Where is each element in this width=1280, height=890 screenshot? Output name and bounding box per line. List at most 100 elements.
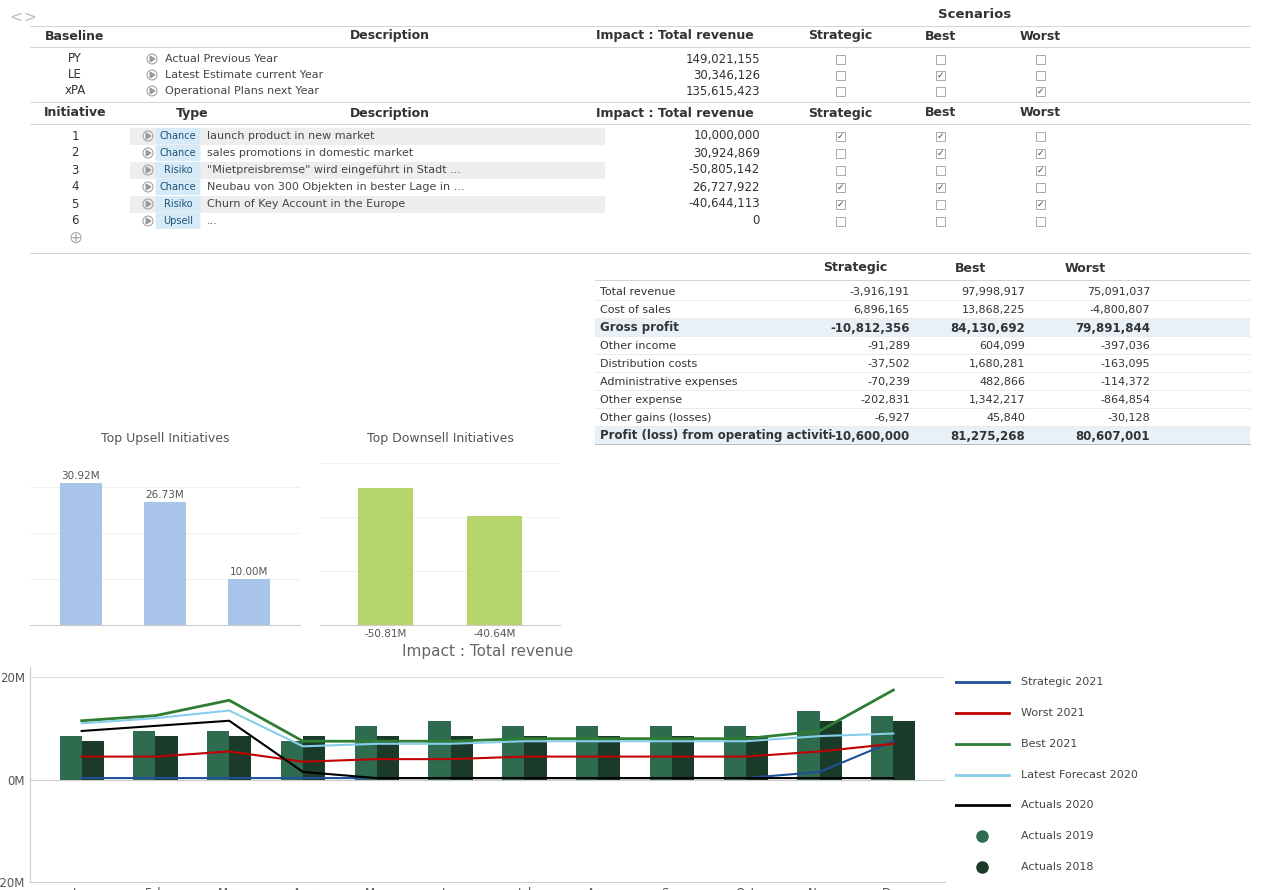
Text: Operational Plans next Year: Operational Plans next Year (165, 86, 319, 96)
Bar (746, 736, 768, 780)
FancyBboxPatch shape (936, 182, 945, 191)
Text: -37,502: -37,502 (868, 359, 910, 369)
Text: Actual Previous Year: Actual Previous Year (165, 54, 278, 64)
Text: -50,805,142: -50,805,142 (689, 164, 760, 176)
Text: "Mietpreisbremse" wird eingeführt in Stadt ...: "Mietpreisbremse" wird eingeführt in Sta… (207, 165, 461, 175)
Text: Actuals 2019: Actuals 2019 (1021, 831, 1093, 841)
Text: -91,289: -91,289 (867, 341, 910, 351)
Bar (376, 736, 399, 780)
FancyBboxPatch shape (131, 196, 605, 213)
Text: Latest Estimate current Year: Latest Estimate current Year (165, 70, 324, 80)
Title: Impact : Total revenue: Impact : Total revenue (402, 643, 573, 659)
Text: 10.00M: 10.00M (230, 567, 269, 577)
Text: 79,891,844: 79,891,844 (1075, 321, 1149, 335)
Bar (502, 726, 525, 780)
Text: Type: Type (175, 107, 209, 119)
FancyBboxPatch shape (836, 149, 845, 158)
Bar (229, 736, 251, 780)
Polygon shape (150, 72, 155, 77)
Text: Gross profit: Gross profit (600, 321, 678, 335)
Text: -6,927: -6,927 (874, 413, 910, 423)
Bar (133, 731, 155, 780)
Bar (280, 741, 303, 780)
Text: ✓: ✓ (836, 182, 844, 191)
Text: Worst: Worst (1065, 262, 1106, 274)
Bar (672, 736, 694, 780)
Text: ✓: ✓ (936, 132, 943, 141)
Text: Strategic 2021: Strategic 2021 (1021, 677, 1103, 687)
Text: Actuals 2020: Actuals 2020 (1021, 800, 1093, 810)
Text: -3,916,191: -3,916,191 (850, 287, 910, 297)
FancyBboxPatch shape (836, 132, 845, 141)
Bar (59, 736, 82, 780)
FancyBboxPatch shape (595, 427, 1251, 444)
FancyBboxPatch shape (936, 216, 945, 225)
Text: -114,372: -114,372 (1100, 377, 1149, 387)
Text: Other gains (losses): Other gains (losses) (600, 413, 712, 423)
FancyBboxPatch shape (836, 70, 845, 79)
Text: PY: PY (68, 53, 82, 66)
Text: Churn of Key Account in the Europe: Churn of Key Account in the Europe (207, 199, 406, 209)
Text: Initiative: Initiative (44, 107, 106, 119)
Text: ✓: ✓ (936, 149, 943, 158)
Polygon shape (150, 88, 155, 93)
Text: Description: Description (349, 29, 430, 43)
Text: 10,000,000: 10,000,000 (694, 130, 760, 142)
Text: 30,346,126: 30,346,126 (692, 69, 760, 82)
Text: 6,896,165: 6,896,165 (854, 305, 910, 315)
Bar (155, 736, 178, 780)
Text: ✓: ✓ (836, 132, 844, 141)
Text: 81,275,268: 81,275,268 (950, 430, 1025, 442)
FancyBboxPatch shape (936, 166, 945, 174)
Text: -202,831: -202,831 (860, 395, 910, 405)
Bar (60, 482, 101, 625)
FancyBboxPatch shape (936, 86, 945, 95)
Text: Scenarios: Scenarios (938, 7, 1011, 20)
FancyBboxPatch shape (155, 213, 201, 229)
Text: Chance: Chance (160, 131, 196, 141)
FancyBboxPatch shape (836, 199, 845, 208)
Bar (358, 489, 412, 625)
Text: Worst 2021: Worst 2021 (1021, 708, 1084, 718)
Text: -40.64M: -40.64M (474, 629, 516, 639)
FancyBboxPatch shape (836, 182, 845, 191)
Bar (893, 721, 915, 780)
Bar (82, 741, 104, 780)
Text: Best: Best (955, 262, 986, 274)
Text: Chance: Chance (160, 148, 196, 158)
FancyBboxPatch shape (131, 127, 605, 144)
Text: 2: 2 (72, 147, 79, 159)
Text: 3: 3 (72, 164, 78, 176)
Text: Baseline: Baseline (45, 29, 105, 43)
Text: LE: LE (68, 69, 82, 82)
Bar (598, 736, 621, 780)
Text: Worst: Worst (1019, 107, 1061, 119)
Text: ✓: ✓ (1037, 199, 1043, 208)
Text: ✓: ✓ (936, 182, 943, 191)
Text: -30,128: -30,128 (1107, 413, 1149, 423)
Text: Other income: Other income (600, 341, 676, 351)
Polygon shape (150, 56, 155, 61)
Text: 0: 0 (753, 214, 760, 228)
Text: 4: 4 (72, 181, 79, 193)
Text: Actuals 2018: Actuals 2018 (1021, 862, 1093, 871)
Text: Distribution costs: Distribution costs (600, 359, 698, 369)
Text: 30.92M: 30.92M (61, 471, 100, 481)
FancyBboxPatch shape (155, 162, 201, 178)
Title: Top Upsell Initiatives: Top Upsell Initiatives (101, 432, 229, 445)
Text: -397,036: -397,036 (1101, 341, 1149, 351)
Text: Strategic: Strategic (808, 107, 872, 119)
Text: Neubau von 300 Objekten in bester Lage in ...: Neubau von 300 Objekten in bester Lage i… (207, 182, 465, 192)
FancyBboxPatch shape (155, 179, 201, 195)
Text: Strategic: Strategic (808, 29, 872, 43)
Text: 6: 6 (72, 214, 79, 228)
Bar (429, 721, 451, 780)
FancyBboxPatch shape (1036, 182, 1044, 191)
FancyBboxPatch shape (936, 132, 945, 141)
Bar (303, 736, 325, 780)
Text: Risiko: Risiko (164, 199, 192, 209)
Text: ✓: ✓ (1037, 149, 1043, 158)
Bar (723, 726, 746, 780)
Text: xPA: xPA (64, 85, 86, 98)
Text: -50.81M: -50.81M (365, 629, 407, 639)
